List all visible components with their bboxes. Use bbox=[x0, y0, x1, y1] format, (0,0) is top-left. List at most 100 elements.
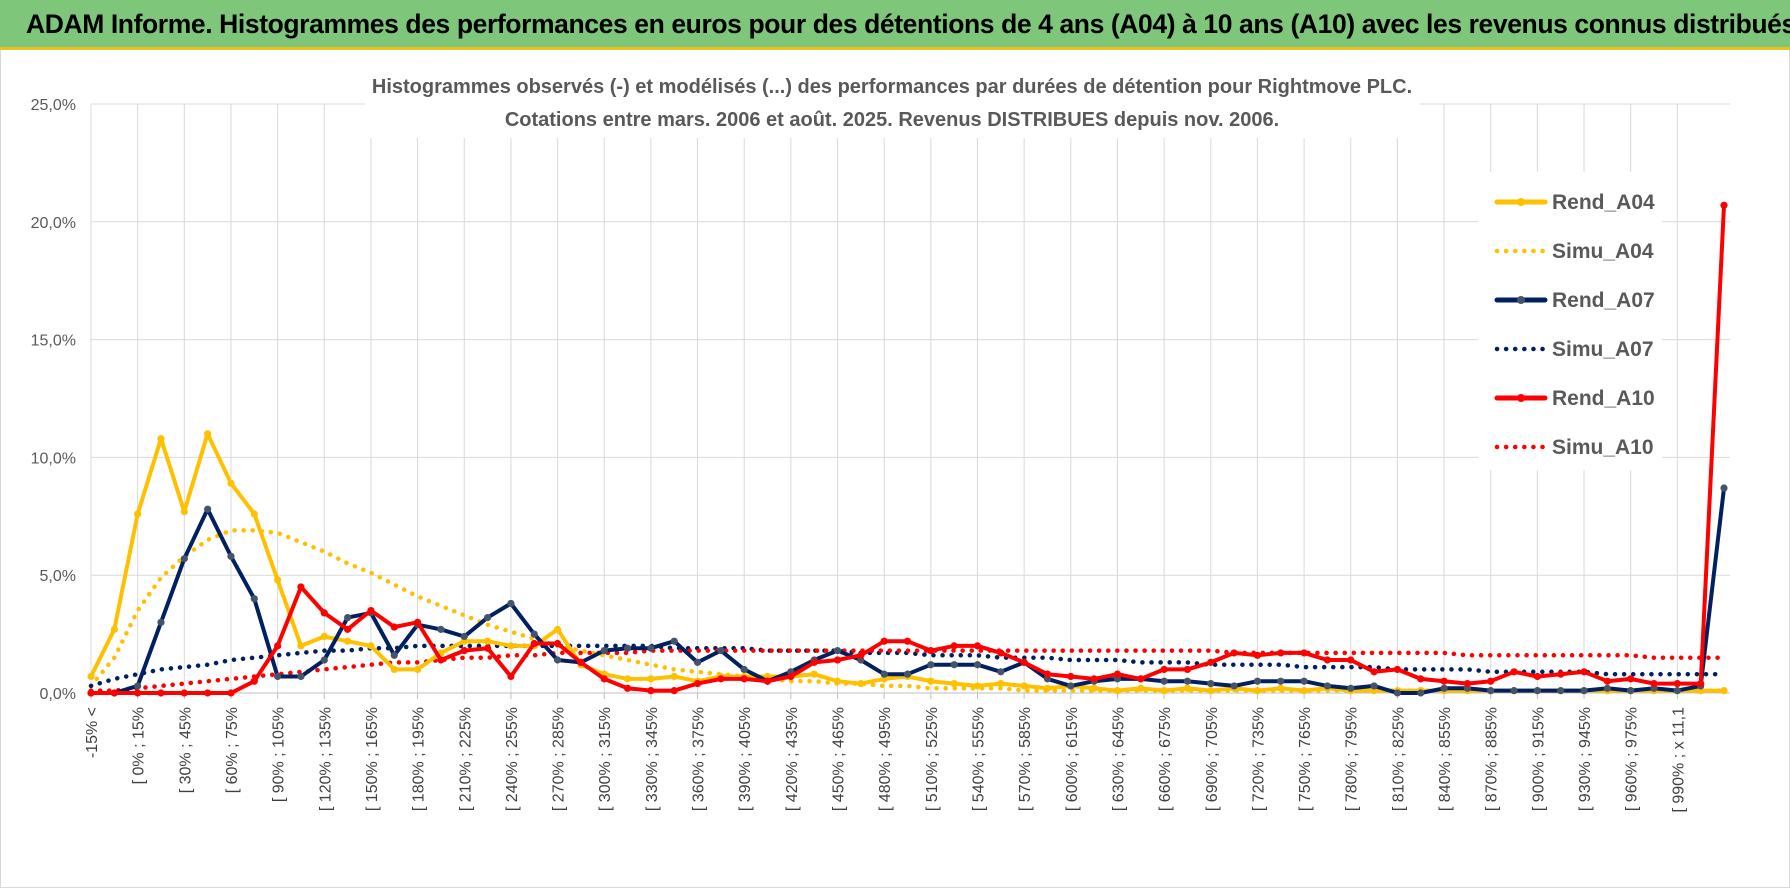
data-point bbox=[623, 675, 632, 683]
legend-label: Rend_A07 bbox=[1552, 289, 1655, 312]
chart-svg: Histogrammes observés (-) et modélisés (… bbox=[31, 66, 1730, 813]
data-point bbox=[320, 609, 328, 617]
data-point bbox=[763, 677, 772, 685]
data-point bbox=[787, 672, 795, 681]
data-point bbox=[857, 679, 865, 688]
data-point bbox=[1277, 684, 1285, 692]
data-point bbox=[1137, 675, 1145, 683]
data-point bbox=[1673, 687, 1681, 695]
legend-label: Rend_A04 bbox=[1552, 191, 1655, 214]
x-tick-label: [ 240% ; 255% bbox=[504, 707, 521, 811]
data-point bbox=[180, 507, 188, 516]
data-point bbox=[250, 595, 258, 603]
data-point bbox=[110, 625, 118, 633]
data-point bbox=[740, 665, 748, 674]
data-point bbox=[157, 618, 165, 626]
y-tick-label: 20,0% bbox=[31, 215, 76, 232]
x-tick-label: [ 120% ; 135% bbox=[317, 707, 334, 811]
data-point bbox=[1673, 679, 1681, 688]
y-tick-label: 0,0% bbox=[40, 686, 76, 703]
data-point bbox=[204, 505, 212, 513]
data-point bbox=[670, 672, 678, 681]
banner-title: ADAM Informe. Histogrammes des performan… bbox=[26, 9, 1790, 39]
data-point bbox=[507, 642, 515, 650]
data-point bbox=[1580, 668, 1588, 676]
data-point bbox=[833, 677, 842, 685]
data-point bbox=[1533, 672, 1541, 681]
x-tick-label: [ 810% ; 825% bbox=[1390, 707, 1407, 811]
data-point bbox=[157, 434, 165, 443]
data-point bbox=[1510, 687, 1518, 695]
x-tick-label: [ 570% ; 585% bbox=[1017, 707, 1034, 811]
data-point bbox=[390, 623, 398, 631]
data-point bbox=[1393, 665, 1401, 674]
data-point bbox=[414, 618, 422, 626]
data-point bbox=[553, 639, 562, 648]
data-point bbox=[950, 661, 958, 669]
x-tick-label: [ 900% ; 915% bbox=[1530, 707, 1547, 811]
data-point bbox=[833, 656, 842, 664]
data-point bbox=[530, 639, 538, 648]
data-point bbox=[274, 576, 282, 584]
data-point bbox=[1533, 687, 1541, 695]
legend: Rend_A04 Simu_A04 Rend_A07 Simu_A07 Rend_A10… bbox=[1478, 172, 1662, 470]
data-point bbox=[647, 687, 655, 695]
data-point bbox=[1370, 682, 1378, 690]
data-point bbox=[693, 658, 702, 666]
data-point bbox=[297, 583, 305, 591]
data-point bbox=[530, 630, 538, 638]
data-point bbox=[880, 670, 888, 678]
data-point bbox=[437, 625, 445, 633]
data-point bbox=[623, 644, 632, 652]
data-point bbox=[623, 684, 632, 692]
data-point bbox=[1650, 679, 1658, 688]
x-tick-label: [ 180% ; 195% bbox=[411, 707, 428, 811]
data-point bbox=[507, 599, 515, 608]
data-point bbox=[1160, 665, 1168, 674]
data-point bbox=[204, 689, 212, 697]
data-point bbox=[390, 665, 398, 674]
data-point bbox=[437, 656, 445, 664]
data-point bbox=[1720, 687, 1728, 695]
data-point bbox=[1487, 677, 1495, 685]
y-tick-label: 25,0% bbox=[31, 97, 76, 114]
legend-label: Rend_A10 bbox=[1552, 387, 1655, 410]
data-point bbox=[950, 642, 958, 650]
chart-title-line-2: Cotations entre mars. 2006 et août. 2025… bbox=[505, 109, 1279, 131]
legend-marker bbox=[1517, 296, 1525, 304]
data-point bbox=[1183, 677, 1192, 685]
series-line-simu-a07 bbox=[88, 643, 1727, 689]
x-tick-label: [ 450% ; 465% bbox=[831, 707, 848, 811]
x-tick-label: [ 210% ; 225% bbox=[457, 707, 474, 811]
x-tick-label: [ 540% ; 555% bbox=[970, 707, 987, 811]
data-point bbox=[134, 510, 142, 518]
data-point bbox=[997, 679, 1005, 688]
data-point bbox=[1627, 687, 1635, 695]
data-point bbox=[414, 665, 422, 674]
data-point bbox=[1207, 679, 1215, 688]
data-point bbox=[460, 646, 468, 655]
data-point bbox=[1417, 689, 1425, 697]
data-point bbox=[1323, 682, 1332, 690]
data-point bbox=[1347, 684, 1355, 692]
data-point bbox=[1160, 677, 1168, 685]
x-tick-label: [ 660% ; 675% bbox=[1157, 707, 1174, 811]
data-point bbox=[973, 642, 982, 650]
data-point bbox=[973, 661, 982, 669]
data-point bbox=[297, 672, 305, 681]
x-tick-label: -15% < bbox=[84, 707, 101, 758]
data-point bbox=[1253, 651, 1262, 659]
x-tick-label: [ 990% ; x 11,1 bbox=[1670, 707, 1687, 813]
data-point bbox=[553, 656, 562, 664]
data-point bbox=[1113, 687, 1122, 695]
data-point bbox=[1067, 682, 1075, 690]
data-point bbox=[320, 632, 328, 641]
data-point bbox=[134, 682, 142, 690]
data-point bbox=[134, 689, 142, 697]
data-point bbox=[997, 668, 1005, 676]
data-point bbox=[483, 614, 492, 622]
data-point bbox=[1253, 677, 1262, 685]
data-point bbox=[297, 642, 305, 650]
data-point bbox=[927, 646, 935, 655]
data-point bbox=[367, 642, 375, 650]
